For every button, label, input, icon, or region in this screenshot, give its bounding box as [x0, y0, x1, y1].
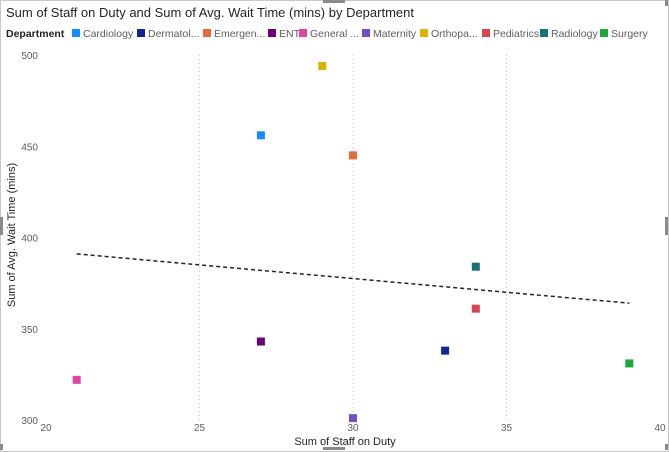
y-tick-labels: 300 350 400 450 500 — [21, 51, 38, 427]
legend-item-surgery[interactable]: Surgery — [600, 28, 648, 42]
legend-item-ent[interactable]: ENT — [268, 28, 300, 42]
y-tick-label: 300 — [21, 416, 38, 427]
x-tick-label: 30 — [347, 423, 359, 434]
legend-item-pediatrics[interactable]: Pediatrics — [482, 28, 539, 42]
data-point-pediatrics[interactable] — [471, 304, 480, 313]
legend-label-cardiology: Cardiology — [83, 28, 134, 41]
legend-label-dermatology: Dermatol... — [148, 28, 200, 41]
data-point-emergen[interactable] — [349, 151, 357, 160]
legend-item-dermatology[interactable]: Dermatol... — [137, 28, 199, 42]
x-tick-label: 40 — [654, 423, 666, 434]
legend-swatch-dermatology — [137, 29, 145, 38]
legend-label-general: General ... — [310, 28, 360, 41]
trend-line — [76, 253, 630, 304]
legend-label-pediatrics: Pediatrics — [493, 28, 540, 41]
legend-swatch-orthopaedics — [420, 29, 428, 38]
legend-item-emergency[interactable]: Emergen... — [203, 28, 265, 42]
y-tick-label: 500 — [21, 51, 38, 62]
legend-swatch-maternity — [362, 29, 370, 38]
legend-label-maternity: Maternity — [373, 28, 417, 41]
legend-swatch-cardiology — [72, 29, 80, 38]
chart-title: Sum of Staff on Duty and Sum of Avg. Wai… — [6, 5, 414, 20]
data-point-cardiology[interactable] — [256, 131, 265, 140]
y-axis-title: Sum of Avg. Wait Time (mins) — [6, 163, 18, 307]
legend-label-emergency: Emergen... — [214, 28, 266, 41]
resize-handle-left[interactable] — [0, 217, 3, 235]
legend-label-surgery: Surgery — [611, 28, 648, 41]
x-axis-title: Sum of Staff on Duty — [294, 436, 396, 448]
legend-item-maternity[interactable]: Maternity — [362, 28, 416, 42]
gridlines — [199, 55, 507, 420]
legend-swatch-emergency — [203, 29, 211, 38]
legend-item-orthopaedics[interactable]: Orthopa... — [420, 28, 478, 42]
data-point-orthopa[interactable] — [318, 61, 327, 70]
x-tick-labels: 20 25 30 35 40 — [40, 423, 666, 434]
resize-handle-bottom[interactable] — [323, 447, 345, 450]
legend-label-orthopaedics: Orthopa... — [431, 28, 478, 41]
legend-swatch-radiology — [540, 29, 548, 38]
legend-swatch-surgery — [600, 29, 608, 38]
resize-handle-top[interactable] — [323, 0, 345, 3]
legend-swatch-general — [299, 29, 307, 38]
resize-handle-bottom-left[interactable] — [0, 444, 3, 450]
data-points — [72, 61, 634, 423]
y-tick-label: 350 — [21, 325, 38, 336]
data-point-general[interactable] — [72, 375, 81, 384]
legend-item-cardiology[interactable]: Cardiology — [72, 28, 133, 42]
data-point-radiology[interactable] — [471, 262, 480, 271]
legend-swatch-ent — [268, 29, 276, 38]
data-point-dermatol[interactable] — [441, 346, 450, 355]
legend-swatch-pediatrics — [482, 29, 490, 38]
data-point-surgery[interactable] — [625, 359, 634, 368]
legend-title: Department — [6, 28, 65, 40]
data-point-maternity[interactable] — [349, 414, 357, 423]
x-tick-label: 25 — [194, 423, 206, 434]
legend-label-ent: ENT — [279, 28, 300, 41]
x-tick-label: 20 — [40, 423, 52, 434]
legend-label-radiology: Radiology — [551, 28, 598, 41]
legend-item-radiology[interactable]: Radiology — [540, 28, 598, 42]
x-tick-label: 35 — [501, 423, 513, 434]
y-tick-label: 400 — [21, 234, 38, 245]
resize-handle-right[interactable] — [665, 217, 668, 235]
resize-handle-top-right[interactable] — [665, 0, 668, 6]
y-tick-label: 450 — [21, 142, 38, 153]
data-point-ent[interactable] — [256, 337, 265, 346]
legend-item-general[interactable]: General ... — [299, 28, 359, 42]
resize-handle-bottom-right[interactable] — [665, 444, 668, 450]
